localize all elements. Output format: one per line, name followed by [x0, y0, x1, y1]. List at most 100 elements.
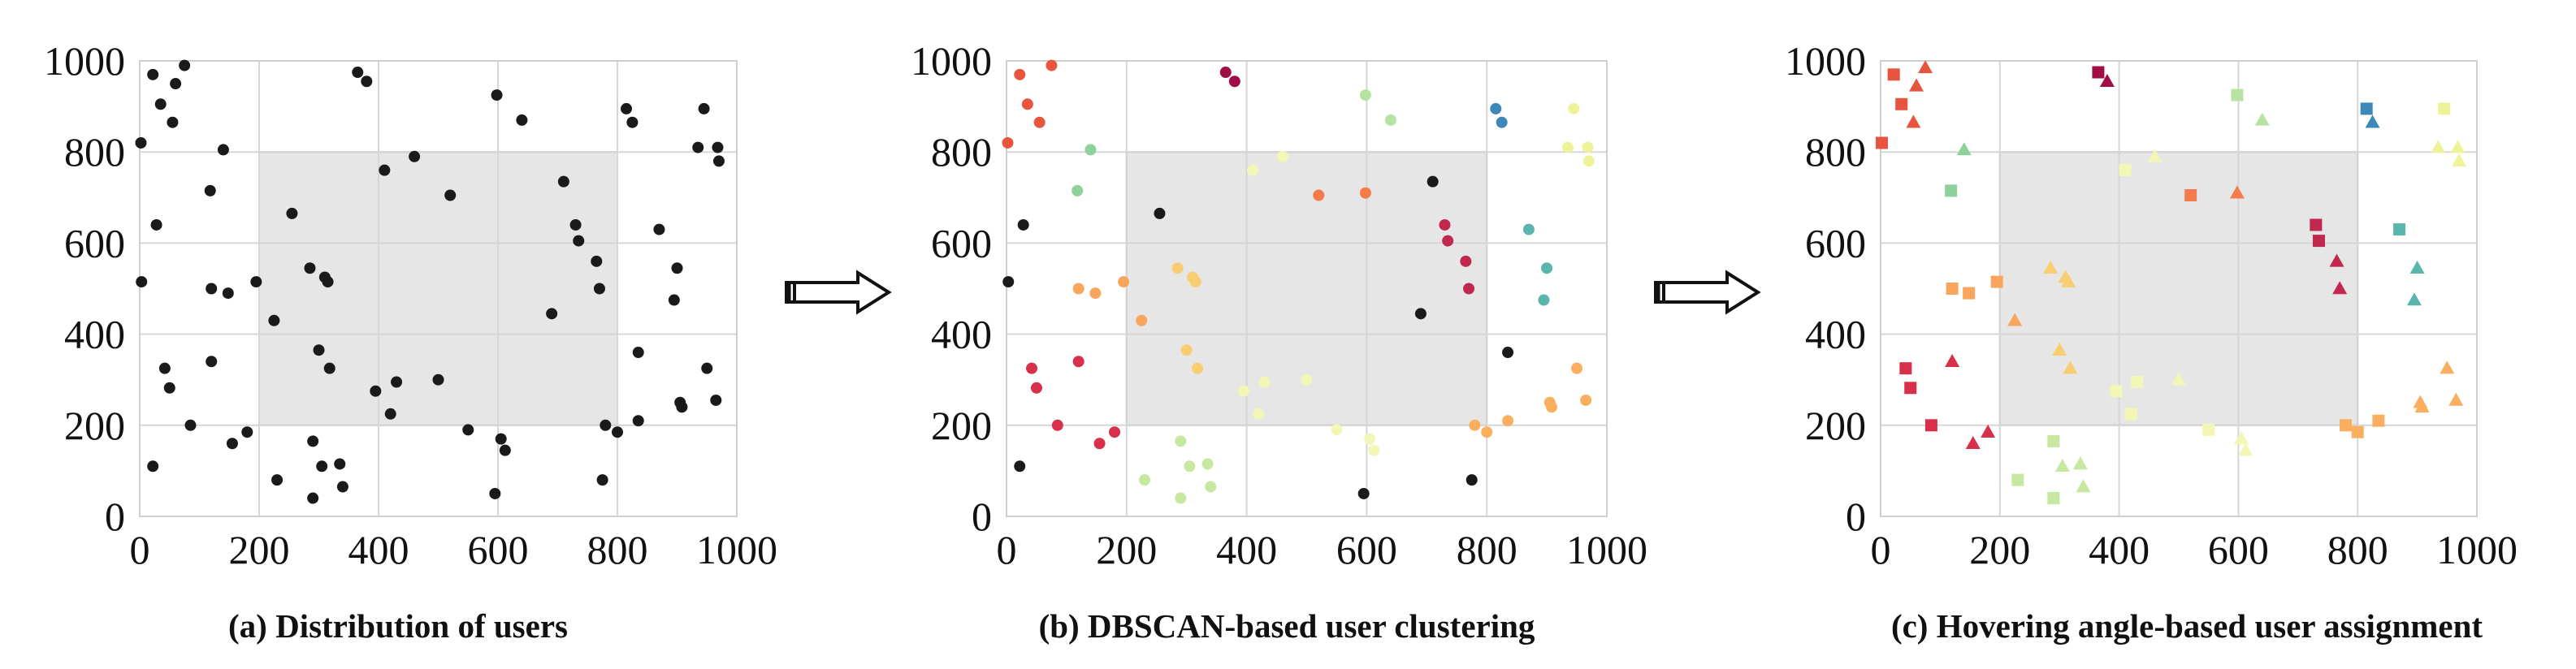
data-point-square — [1899, 362, 1912, 375]
data-point — [1502, 347, 1514, 359]
data-point — [217, 144, 229, 156]
data-point — [1384, 114, 1396, 126]
x-tick-label: 600 — [2208, 527, 2269, 572]
data-point — [1175, 492, 1187, 504]
data-point-square — [2438, 102, 2451, 115]
data-point-triangle — [2450, 140, 2466, 153]
y-tick-label: 800 — [1805, 129, 1866, 175]
x-tick-label: 1000 — [1566, 527, 1647, 572]
data-point-triangle — [2147, 149, 2163, 162]
data-point — [1490, 102, 1502, 114]
data-point — [179, 59, 191, 71]
y-tick-label: 200 — [1805, 403, 1866, 448]
data-point — [1364, 433, 1376, 445]
data-point — [1463, 283, 1475, 295]
data-point — [701, 362, 713, 374]
data-point — [1072, 356, 1085, 368]
data-point — [226, 438, 238, 450]
data-point — [593, 283, 605, 295]
data-point-triangle — [2406, 292, 2422, 306]
data-point-triangle — [2238, 442, 2253, 456]
data-point-triangle — [2076, 479, 2091, 493]
x-tick-label: 1000 — [2436, 527, 2518, 572]
data-point-square — [1887, 68, 1900, 81]
data-point — [170, 78, 182, 90]
x-tick-label: 800 — [2327, 527, 2388, 572]
data-point-square — [2340, 419, 2353, 432]
data-point — [409, 150, 421, 162]
data-point — [268, 314, 280, 326]
data-point — [573, 235, 585, 247]
plot-frame — [1006, 60, 1608, 517]
data-point-square — [2202, 423, 2215, 436]
data-point-triangle — [2409, 260, 2425, 274]
data-point-square — [1924, 419, 1937, 432]
data-point — [668, 294, 680, 306]
y-tick-label: 1000 — [1785, 38, 1866, 84]
data-point-square — [1963, 287, 1976, 300]
data-point — [712, 141, 724, 153]
y-tick-label: 400 — [1805, 312, 1866, 357]
data-point — [334, 458, 346, 470]
data-point — [1331, 424, 1343, 436]
x-tick-label: 0 — [997, 527, 1017, 572]
y-tick-label: 0 — [105, 494, 125, 539]
data-point — [1021, 98, 1033, 110]
data-point — [136, 276, 148, 288]
data-point — [204, 184, 216, 196]
caption-c: (c) Hovering angle-based user assignment — [1891, 607, 2483, 645]
arrow-b-to-c — [1654, 270, 1761, 315]
data-point — [1237, 385, 1249, 397]
data-point-square — [2047, 492, 2060, 505]
data-point — [1002, 136, 1014, 149]
data-point-triangle — [1981, 424, 1996, 438]
data-point-triangle — [1909, 78, 1924, 92]
data-point — [499, 444, 511, 456]
data-point — [391, 376, 403, 388]
data-point-square — [2310, 218, 2323, 231]
data-point — [1359, 89, 1371, 101]
data-point — [250, 276, 262, 288]
data-point — [1072, 283, 1085, 295]
caption-a: (a) Distribution of users — [228, 607, 568, 645]
y-tick-label: 0 — [1846, 494, 1866, 539]
data-point — [147, 460, 159, 473]
data-point — [1368, 444, 1380, 456]
y-tick-label: 600 — [1805, 220, 1866, 265]
data-point — [1118, 276, 1130, 288]
data-point — [1582, 155, 1595, 167]
data-point — [495, 433, 507, 445]
data-point — [184, 419, 197, 431]
data-point — [323, 362, 336, 374]
data-point — [671, 262, 683, 274]
data-point — [1085, 144, 1097, 156]
data-point-square — [2184, 188, 2197, 201]
data-point — [491, 89, 503, 101]
data-point — [322, 276, 334, 288]
data-point — [1568, 102, 1580, 114]
y-tick-label: 800 — [64, 129, 125, 175]
panel-c-user-assignment: 0 200 400 600 800 1000 0 200 400 600 800 1000 — [1785, 38, 2518, 572]
data-point — [1582, 141, 1594, 153]
data-point — [1301, 373, 1313, 386]
data-point — [1469, 419, 1481, 431]
data-point — [1017, 218, 1029, 231]
data-point-square — [2119, 164, 2132, 177]
data-point — [286, 207, 298, 219]
data-point — [1180, 344, 1193, 356]
data-point — [1046, 59, 1058, 71]
data-point — [370, 385, 382, 397]
data-point — [1253, 408, 1265, 420]
x-tick-label: 0 — [130, 527, 150, 572]
x-tick-label: 200 — [229, 527, 290, 572]
x-tick-label: 800 — [587, 527, 648, 572]
data-point — [1201, 458, 1214, 470]
data-point — [361, 76, 373, 88]
data-point-square — [2011, 473, 2024, 486]
data-point — [150, 218, 162, 231]
data-point — [313, 344, 325, 356]
data-point-triangle — [2063, 360, 2078, 374]
data-point — [1192, 362, 1204, 374]
data-point — [154, 98, 167, 110]
